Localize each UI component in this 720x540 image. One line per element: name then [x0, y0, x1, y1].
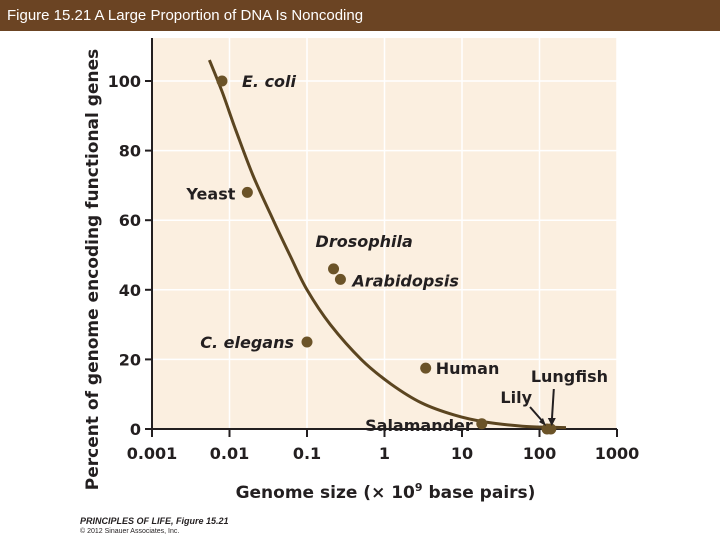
- lily-arrowhead: [539, 418, 547, 426]
- slide-title: Figure 15.21 A Large Proportion of DNA I…: [0, 0, 720, 31]
- x-tick-label: 10: [451, 444, 473, 463]
- y-tick-label: 100: [108, 72, 141, 91]
- x-axis-label-superscript: 9: [415, 481, 423, 494]
- y-axis-label: Percent of genome encoding functional ge…: [83, 49, 103, 490]
- x-ticks: 0.001 0.01 0.1 1 10 100 1000: [127, 429, 640, 463]
- point-salamander: [476, 418, 488, 430]
- label-arabidopsis: Arabidopsis: [350, 271, 458, 290]
- lungfish-arrowhead: [547, 418, 556, 426]
- label-salamander: Salamander: [365, 416, 473, 435]
- copyright: © 2012 Sinauer Associates, Inc.: [80, 528, 180, 535]
- y-tick-label: 40: [119, 281, 141, 300]
- point-yeast: [241, 186, 253, 198]
- label-e-coli: E. coli: [242, 72, 297, 91]
- point-arabidopsis: [334, 273, 346, 285]
- lungfish-arrow: [550, 388, 555, 422]
- label-lungfish: Lungfish: [531, 367, 608, 386]
- figure-credit: PRINCIPLES OF LIFE, Figure 15.21 © 2012 …: [80, 516, 229, 536]
- label-arrows: [529, 388, 556, 426]
- x-axis-label-end: base pairs): [423, 483, 536, 503]
- y-tick-label: 0: [130, 420, 141, 439]
- label-lily: Lily: [500, 388, 532, 407]
- label-human: Human: [436, 359, 500, 378]
- point-human: [420, 362, 432, 374]
- genome-chart: 0 20 40 60 80 100 0.001 0.01 0.1 1 10 100 1000 E. c…: [83, 38, 640, 503]
- x-tick-label: 0.001: [127, 444, 178, 463]
- label-yeast: Yeast: [185, 184, 235, 203]
- x-axis-label: Genome size (× 109 base pairs): [236, 481, 536, 503]
- label-c-elegans: C. elegans: [200, 333, 294, 352]
- point-c-elegans: [301, 336, 313, 348]
- y-tick-label: 60: [119, 211, 141, 230]
- point-drosophila: [328, 263, 340, 275]
- trend-curve: [208, 59, 567, 430]
- label-drosophila: Drosophila: [316, 232, 413, 251]
- y-tick-label: 80: [119, 142, 141, 161]
- data-points: [216, 75, 557, 435]
- x-tick-label: 1: [379, 444, 390, 463]
- x-tick-label: 0.1: [293, 444, 321, 463]
- x-axis-label-main: Genome size (× 10: [236, 483, 415, 503]
- point-lungfish: [545, 423, 557, 435]
- x-tick-label: 100: [523, 444, 556, 463]
- point-e-coli: [216, 75, 228, 87]
- y-ticks: 0 20 40 60 80 100: [108, 72, 152, 439]
- x-tick-label: 0.01: [210, 444, 249, 463]
- x-tick-label: 1000: [595, 444, 640, 463]
- book-credit: PRINCIPLES OF LIFE, Figure 15.21: [80, 516, 229, 526]
- point-labels: E. coli Yeast Drosophila Arabidopsis C. eleg…: [185, 72, 608, 435]
- y-tick-label: 20: [119, 350, 141, 369]
